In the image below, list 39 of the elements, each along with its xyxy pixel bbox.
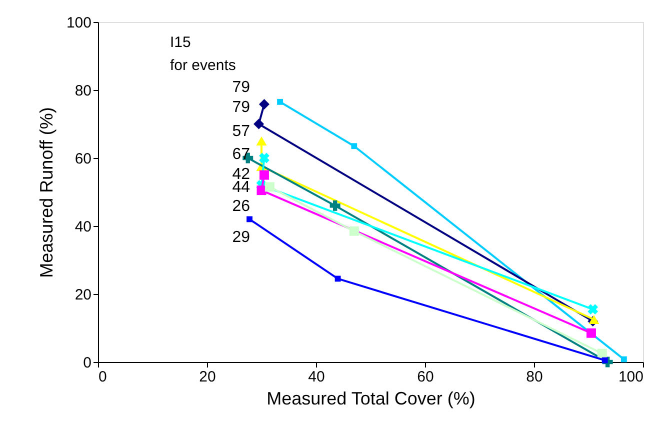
x-tick-label: 40 xyxy=(308,368,325,386)
point xyxy=(586,328,596,338)
point xyxy=(349,226,359,236)
point xyxy=(277,98,283,105)
annotation: 79 xyxy=(232,79,250,96)
point xyxy=(259,170,269,180)
annotation: 57 xyxy=(232,123,250,140)
point xyxy=(256,136,267,146)
y-tick-label: 20 xyxy=(74,286,92,304)
x-tick-label: 80 xyxy=(526,368,543,386)
annotation: 44 xyxy=(232,179,250,196)
x-tick-label: 0 xyxy=(98,368,107,386)
y-tick-label: 40 xyxy=(74,218,92,236)
point xyxy=(330,200,340,211)
point xyxy=(597,348,607,358)
x-axis-title: Measured Total Cover (%) xyxy=(266,388,476,408)
point xyxy=(620,356,627,362)
annotation: for events xyxy=(170,57,236,74)
y-tick-label: 100 xyxy=(66,14,92,32)
y-tick-label: 80 xyxy=(74,82,92,100)
point xyxy=(254,118,264,130)
point xyxy=(351,143,358,150)
annotation: 26 xyxy=(232,198,250,215)
point xyxy=(259,152,270,164)
point xyxy=(264,182,274,192)
point xyxy=(588,304,598,314)
point xyxy=(258,99,270,110)
x-tick-label: 100 xyxy=(618,368,644,386)
point xyxy=(246,216,252,222)
x-tick-label: 60 xyxy=(417,368,434,386)
annotation: 29 xyxy=(232,229,250,246)
annotation: 67 xyxy=(232,146,250,163)
annotation: I15 xyxy=(170,34,191,51)
y-tick-label: 0 xyxy=(83,354,92,372)
x-tick-label: 20 xyxy=(199,368,216,386)
point xyxy=(334,276,341,282)
annotation: 79 xyxy=(232,99,250,116)
y-axis-title: Measured Runoff (%) xyxy=(36,107,56,278)
y-tick-label: 60 xyxy=(74,150,92,168)
